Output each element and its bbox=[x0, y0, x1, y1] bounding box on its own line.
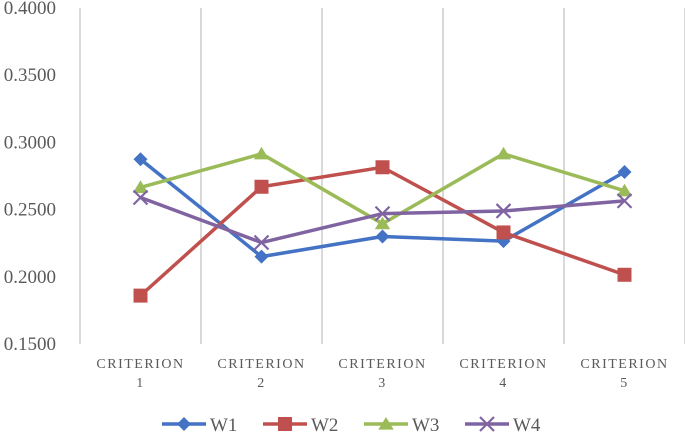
data-point-marker bbox=[253, 146, 270, 160]
data-point-marker bbox=[617, 164, 632, 179]
y-tick-label: 0.2500 bbox=[4, 200, 56, 221]
data-point-marker bbox=[374, 205, 391, 222]
data-point-marker bbox=[616, 193, 633, 209]
series-group bbox=[132, 146, 633, 303]
data-point-marker bbox=[132, 180, 149, 194]
y-tick-label: 0.3500 bbox=[4, 65, 56, 86]
data-point-marker bbox=[278, 417, 292, 431]
data-point-marker bbox=[378, 417, 394, 430]
data-point-marker bbox=[132, 189, 149, 206]
data-point-marker bbox=[495, 203, 512, 219]
y-axis: 0.1500 0.2000 0.2500 0.3000 0.3500 0.4000 bbox=[4, 0, 56, 355]
x-tick-label: CRITERION bbox=[217, 357, 305, 372]
data-point-marker bbox=[616, 183, 633, 197]
x-tick-label: 5 bbox=[620, 376, 629, 391]
legend-label: W1 bbox=[210, 415, 237, 433]
data-point-marker bbox=[253, 234, 270, 251]
data-point-marker bbox=[133, 288, 148, 303]
data-point-marker bbox=[254, 249, 269, 264]
legend-label: W2 bbox=[311, 415, 338, 433]
data-point-marker bbox=[496, 225, 511, 240]
data-point-marker bbox=[133, 152, 148, 167]
x-tick-label: CRITERION bbox=[96, 357, 184, 372]
data-point-marker bbox=[374, 216, 391, 230]
data-point-marker bbox=[617, 267, 632, 282]
x-tick-label: 3 bbox=[378, 376, 387, 391]
x-tick-label: CRITERION bbox=[459, 357, 547, 372]
legend: W1 W2 W3 W4 bbox=[162, 415, 541, 433]
x-tick-label: 4 bbox=[499, 376, 508, 391]
grid-lines bbox=[79, 8, 685, 344]
x-tick-label: CRITERION bbox=[580, 357, 668, 372]
y-tick-label: 0.3000 bbox=[4, 132, 56, 153]
data-point-marker bbox=[479, 416, 495, 432]
y-tick-label: 0.2000 bbox=[4, 267, 56, 288]
y-tick-label: 0.4000 bbox=[4, 0, 56, 19]
y-tick-label: 0.1500 bbox=[4, 334, 56, 355]
data-point-marker bbox=[375, 160, 390, 175]
data-point-marker bbox=[177, 417, 191, 431]
data-point-marker bbox=[375, 229, 390, 244]
x-tick-label: 2 bbox=[257, 376, 266, 391]
data-point-marker bbox=[254, 179, 269, 194]
x-tick-label: CRITERION bbox=[338, 357, 426, 372]
legend-label: W4 bbox=[513, 415, 541, 433]
x-axis: CRITERION 1 CRITERION 2 CRITERION 3 CRITERION 4… bbox=[96, 357, 668, 391]
data-point-marker bbox=[495, 146, 512, 160]
x-tick-label: 1 bbox=[136, 376, 145, 391]
legend-label: W3 bbox=[412, 415, 439, 433]
